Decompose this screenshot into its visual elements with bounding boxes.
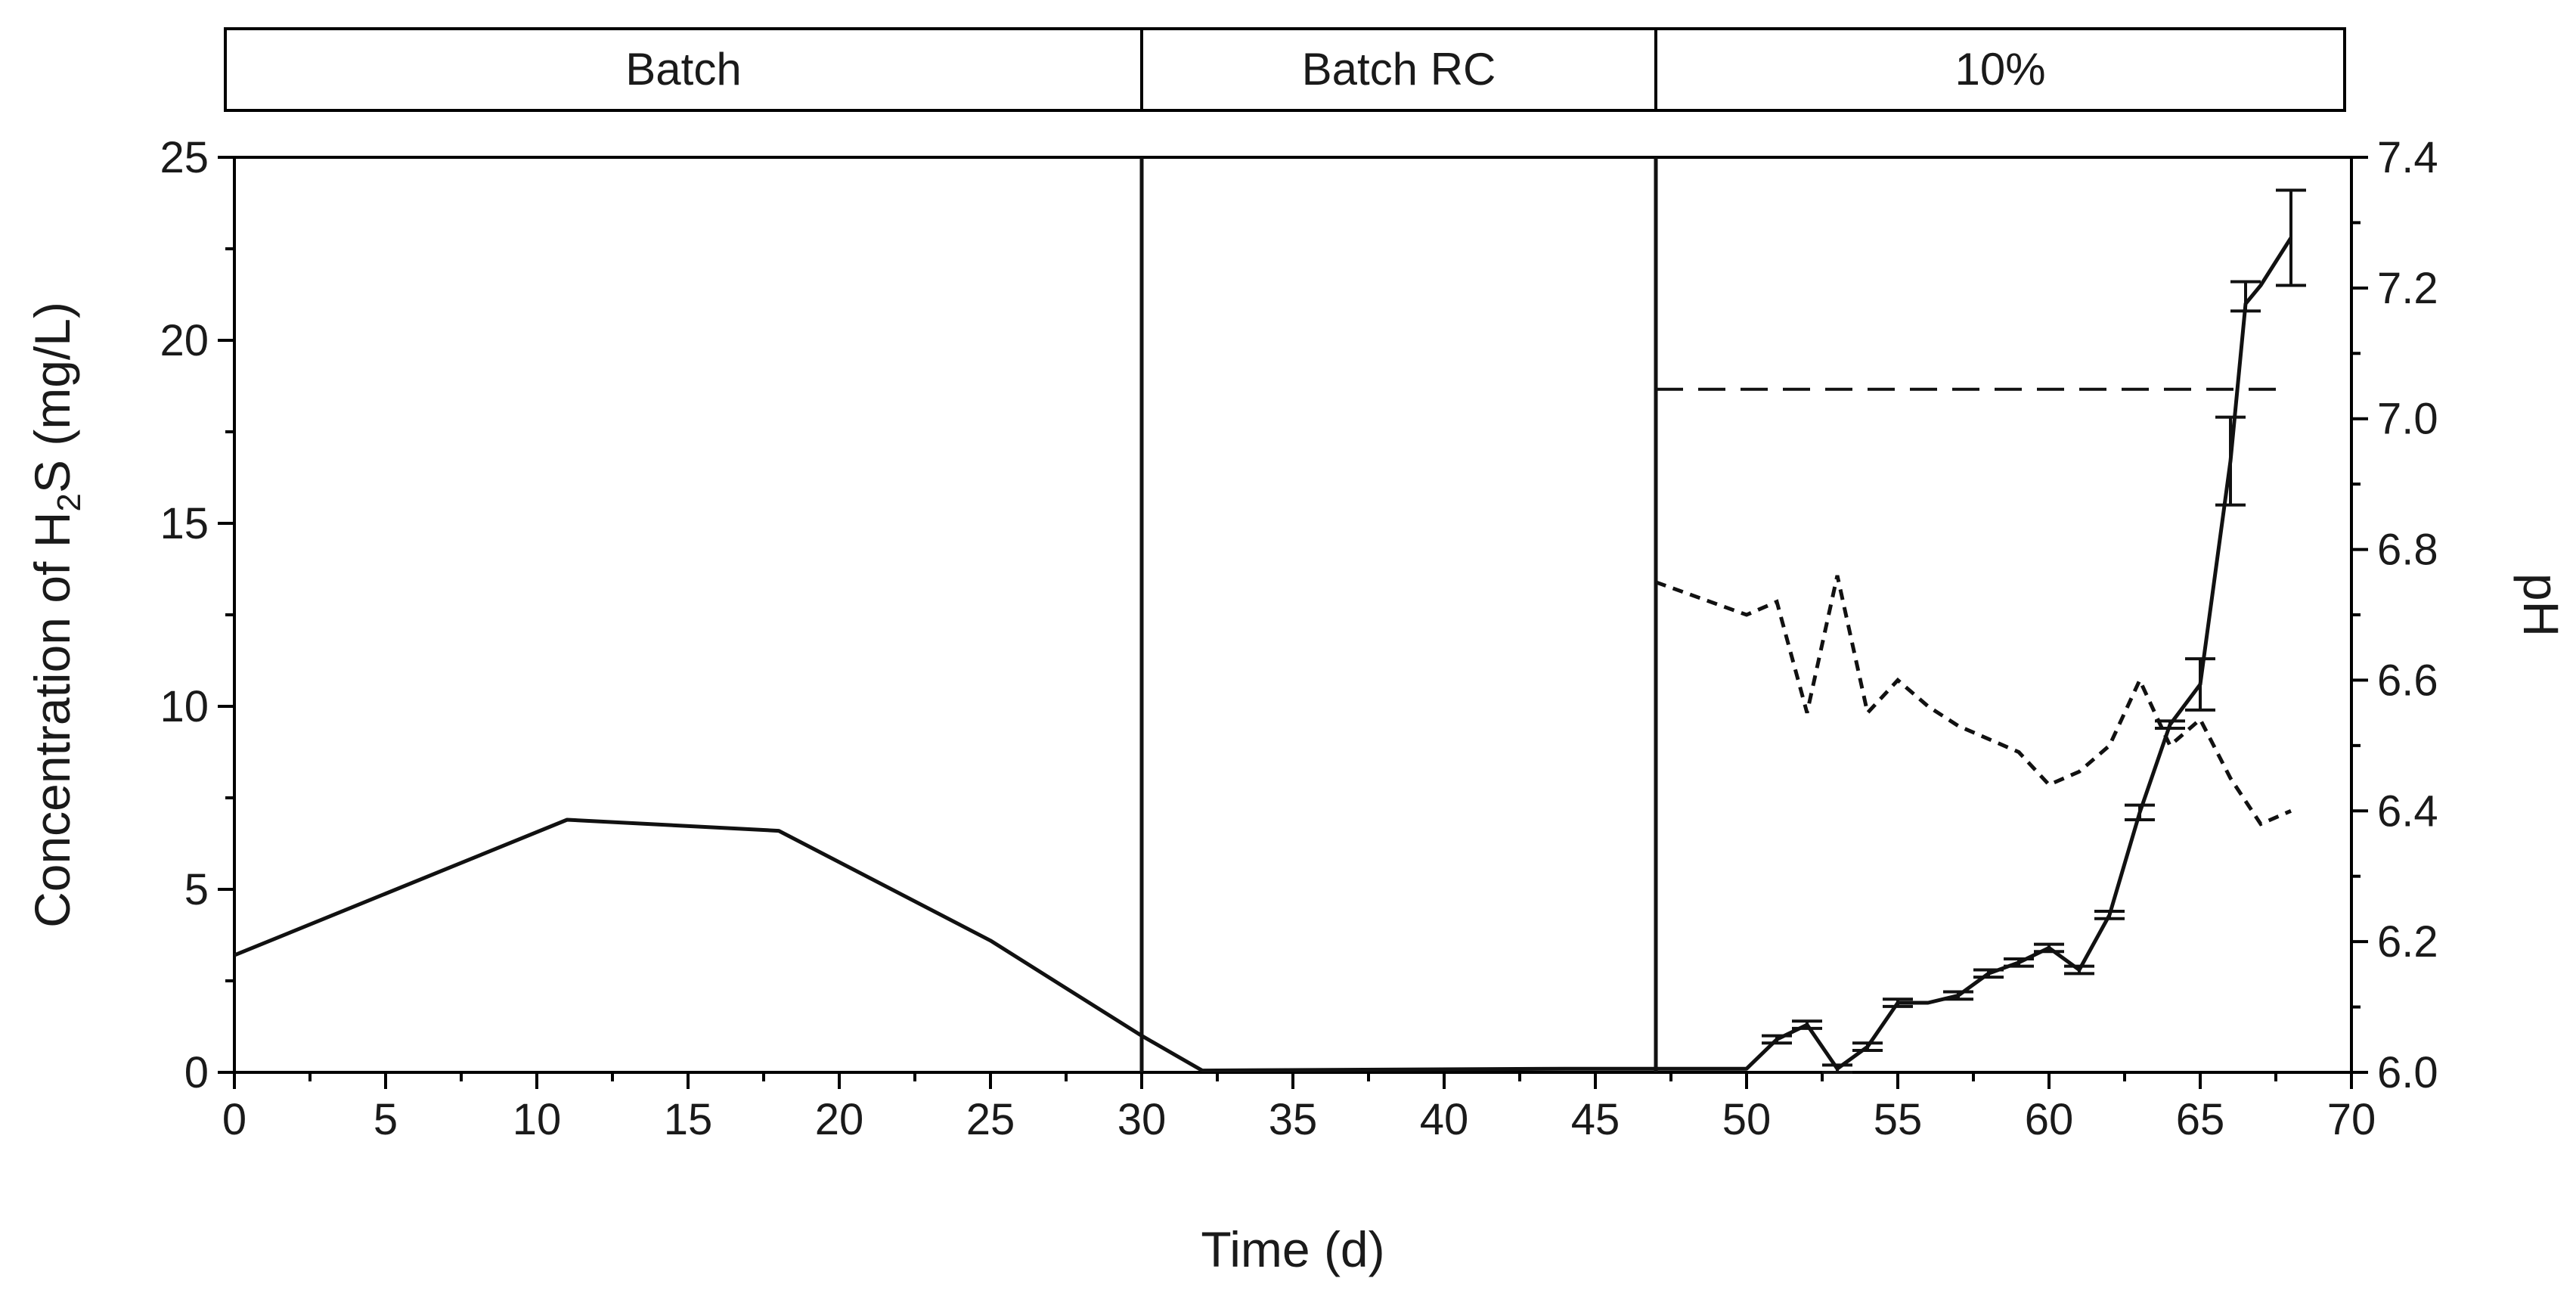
x-tick-label: 55 <box>1874 1095 1923 1144</box>
x-axis-label: Time (d) <box>1201 1221 1384 1277</box>
phase-bar: Batch Batch RC 10% <box>224 27 2346 112</box>
phase-bar-frame <box>224 27 2346 112</box>
phase-label: Batch RC <box>1302 44 1496 95</box>
plot-frame <box>233 156 2353 1074</box>
y-left-axis-label: Concentration of H2S (mg/L) <box>24 302 88 928</box>
y-right-axis-ticks: 6.0 6.2 6.4 6.6 6.8 7.0 7.2 7.4 <box>2351 133 2438 1097</box>
h2s-line <box>234 237 2293 1073</box>
y-left-tick-label: 20 <box>160 316 209 365</box>
x-axis-ticks: 0 5 10 15 20 25 30 35 40 45 50 55 60 65 70 <box>222 1072 2376 1144</box>
x-tick-label: 40 <box>1420 1095 1469 1144</box>
y-left-tick-label: 5 <box>184 865 209 914</box>
x-tick-label: 20 <box>815 1095 864 1144</box>
x-tick-label: 10 <box>513 1095 562 1144</box>
y-right-tick-label: 6.2 <box>2377 917 2438 966</box>
y-left-axis-ticks: 0 5 10 15 20 25 <box>160 133 234 1097</box>
y-right-tick-label: 7.4 <box>2377 133 2438 182</box>
y-right-tick-label: 6.0 <box>2377 1048 2438 1097</box>
x-tick-label: 5 <box>374 1095 398 1144</box>
x-tick-label: 15 <box>664 1095 713 1144</box>
y-left-label-suffix: S (mg/L) <box>24 302 80 493</box>
h2s-error-bars <box>1762 188 2306 1074</box>
y-right-tick-label: 7.2 <box>2377 264 2438 313</box>
x-tick-label: 45 <box>1571 1095 1620 1144</box>
phase-label: Batch <box>625 44 741 95</box>
y-right-tick-label: 6.8 <box>2377 526 2438 575</box>
y-left-tick-label: 10 <box>160 682 209 731</box>
y-right-tick-label: 6.4 <box>2377 786 2438 836</box>
x-tick-label: 35 <box>1269 1095 1318 1144</box>
x-tick-label: 60 <box>2025 1095 2074 1144</box>
x-tick-label: 30 <box>1118 1095 1167 1144</box>
x-tick-label: 25 <box>966 1095 1015 1144</box>
x-tick-label: 65 <box>2176 1095 2225 1144</box>
y-left-label-subscript: 2 <box>51 493 88 511</box>
y-right-axis-label: pH <box>2513 573 2569 637</box>
x-tick-label: 0 <box>222 1095 246 1144</box>
x-tick-label: 50 <box>1722 1095 1772 1144</box>
y-left-tick-label: 15 <box>160 499 209 548</box>
y-left-label-prefix: Concentration of H <box>24 512 80 928</box>
y-left-tick-label: 25 <box>160 133 209 182</box>
phase-label: 10% <box>1954 44 2045 95</box>
h2s-series <box>234 237 2293 1073</box>
y-right-tick-label: 6.6 <box>2377 656 2438 705</box>
y-right-tick-label: 7.0 <box>2377 395 2438 444</box>
x-tick-label: 70 <box>2327 1095 2376 1144</box>
ph-series <box>1655 575 2292 827</box>
phase-dividers <box>1139 157 1658 1072</box>
y-left-tick-label: 0 <box>184 1048 209 1097</box>
plot-area-border <box>233 156 2353 1074</box>
ph-line <box>1655 575 2292 827</box>
